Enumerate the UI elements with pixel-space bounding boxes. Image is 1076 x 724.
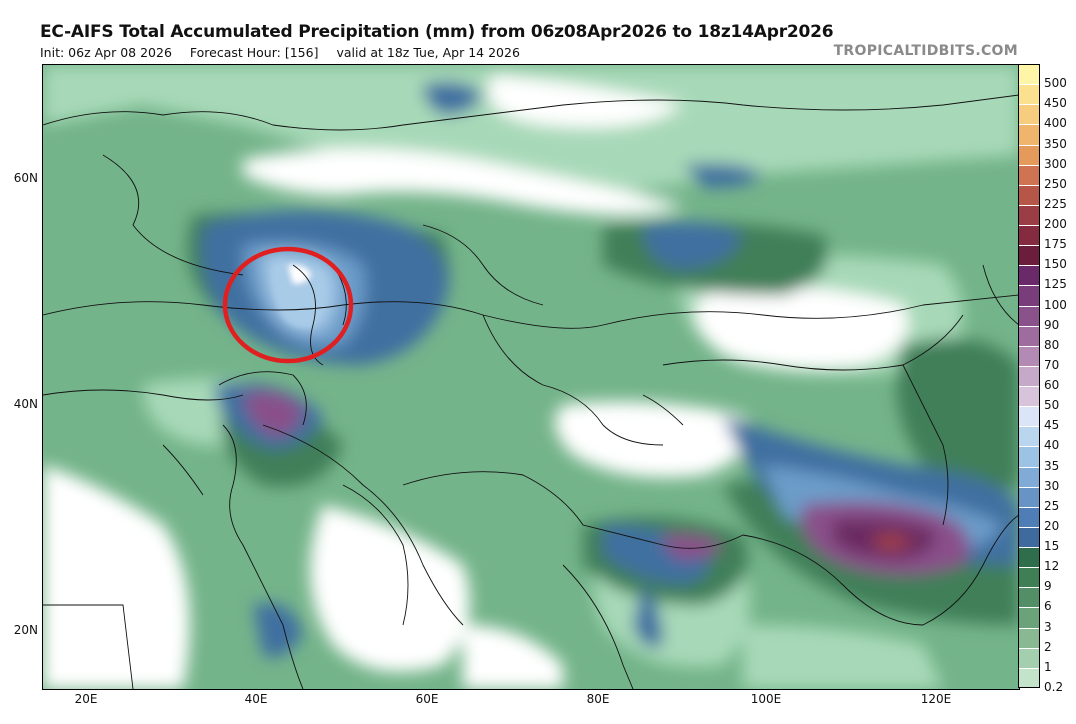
colorbar-segment — [1019, 668, 1039, 687]
colorbar-label: 175 — [1044, 237, 1067, 252]
colorbar-segment — [1019, 226, 1039, 247]
lon-label-20e: 20E — [74, 692, 98, 706]
map-svg — [43, 65, 1019, 689]
colorbar-segment — [1019, 487, 1039, 508]
colorbar-segment — [1019, 507, 1039, 528]
colorbar-label: 15 — [1044, 539, 1060, 554]
colorbar-label: 6 — [1044, 599, 1052, 614]
colorbar-segment — [1019, 407, 1039, 428]
colorbar-segment — [1019, 447, 1039, 468]
red-circle-annotation — [222, 246, 354, 364]
colorbar-label: 20 — [1044, 518, 1060, 533]
colorbar-segment — [1019, 286, 1039, 307]
colorbar-segment — [1019, 346, 1039, 367]
colorbar-segment — [1019, 306, 1039, 327]
colorbar-label: 70 — [1044, 357, 1060, 372]
colorbar-label: 30 — [1044, 478, 1060, 493]
colorbar-segment — [1019, 326, 1039, 347]
colorbar-label: 200 — [1044, 217, 1067, 232]
chart-subtitle: Init: 06z Apr 08 2026 Forecast Hour: [15… — [40, 45, 534, 60]
colorbar-segment — [1019, 85, 1039, 106]
colorbar-segment — [1019, 648, 1039, 669]
colorbar-label: 150 — [1044, 257, 1067, 272]
map-borders — [43, 94, 1019, 689]
init-time: Init: 06z Apr 08 2026 — [40, 45, 172, 60]
lat-label-60n: 60N — [13, 171, 38, 185]
colorbar-segment — [1019, 527, 1039, 549]
colorbar-label: 225 — [1044, 196, 1067, 211]
colorbar-label: 40 — [1044, 438, 1060, 453]
colorbar-label: 350 — [1044, 136, 1067, 151]
colorbar-segment — [1019, 125, 1039, 146]
colorbar-label: 80 — [1044, 337, 1060, 352]
colorbar-segment — [1019, 628, 1039, 649]
colorbar-segment — [1019, 588, 1039, 609]
colorbar-label: 3 — [1044, 619, 1052, 634]
valid-time: valid at 18z Tue, Apr 14 2026 — [336, 45, 520, 60]
chart-title: EC-AIFS Total Accumulated Precipitation … — [40, 22, 834, 42]
colorbar-segment — [1019, 366, 1039, 388]
colorbar-label: 250 — [1044, 176, 1067, 191]
colorbar-label: 35 — [1044, 458, 1060, 473]
colorbar-segment — [1019, 568, 1039, 589]
colorbar-label: 50 — [1044, 398, 1060, 413]
colorbar-label: 300 — [1044, 156, 1067, 171]
colorbar-label: 125 — [1044, 277, 1067, 292]
colorbar-segment — [1019, 387, 1039, 408]
colorbar-label: 25 — [1044, 498, 1060, 513]
colorbar-label: 12 — [1044, 559, 1060, 574]
colorbar-label: 1 — [1044, 659, 1052, 674]
colorbar-segment — [1019, 145, 1039, 166]
colorbar-label: 450 — [1044, 96, 1067, 111]
lon-label-80e: 80E — [586, 692, 610, 706]
forecast-hour: Forecast Hour: [156] — [189, 45, 319, 60]
colorbar-label: 45 — [1044, 418, 1060, 433]
colorbar-label: 0.2 — [1044, 680, 1064, 694]
lon-label-60e: 60E — [415, 692, 439, 706]
colorbar-segment — [1019, 266, 1039, 287]
colorbar-segment — [1019, 246, 1039, 267]
colorbar-label: 100 — [1044, 297, 1067, 312]
colorbar-label: 9 — [1044, 579, 1052, 594]
colorbar-segment — [1019, 205, 1039, 227]
precipitation-map — [42, 64, 1020, 690]
colorbar-segment — [1019, 105, 1039, 126]
lon-label-40e: 40E — [244, 692, 268, 706]
colorbar — [1018, 64, 1040, 688]
colorbar-segment — [1019, 65, 1039, 86]
colorbar-segment — [1019, 608, 1039, 629]
brand-watermark[interactable]: TROPICALTIDBITS.COM — [833, 43, 1018, 59]
precip-field — [43, 65, 1019, 689]
colorbar-segment — [1019, 467, 1039, 488]
precip-maximum-caspian — [272, 263, 324, 328]
colorbar-segment — [1019, 185, 1039, 206]
lon-label-120e: 120E — [920, 692, 952, 706]
colorbar-label: 60 — [1044, 378, 1060, 393]
colorbar-label: 400 — [1044, 116, 1067, 131]
colorbar-label: 500 — [1044, 76, 1067, 91]
lon-label-100e: 100E — [750, 692, 782, 706]
colorbar-segment — [1019, 548, 1039, 569]
lat-label-20n: 20N — [13, 623, 38, 637]
colorbar-label: 90 — [1044, 317, 1060, 332]
colorbar-label: 2 — [1044, 639, 1052, 654]
colorbar-segment — [1019, 427, 1039, 448]
colorbar-segment — [1019, 165, 1039, 186]
lat-label-40n: 40N — [13, 397, 38, 411]
